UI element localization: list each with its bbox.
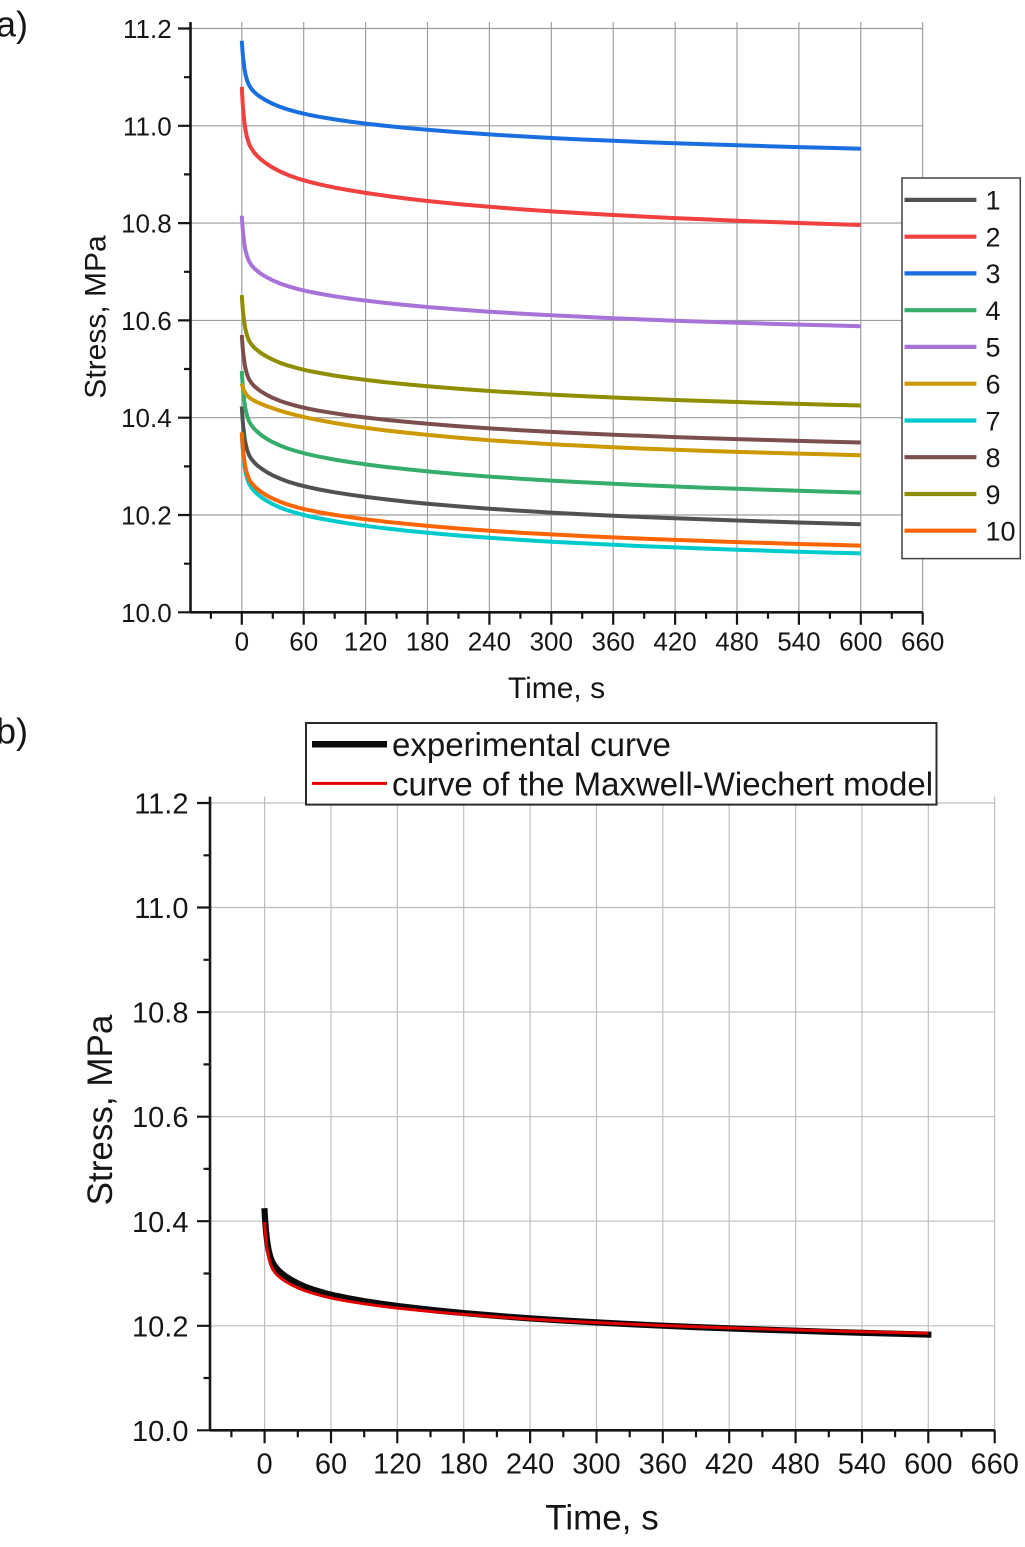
svg-text:a): a) — [0, 4, 28, 45]
svg-text:11.2: 11.2 — [134, 789, 188, 821]
svg-text:10.4: 10.4 — [121, 403, 172, 433]
svg-text:10.2: 10.2 — [132, 1311, 188, 1343]
svg-text:600: 600 — [839, 627, 882, 657]
svg-text:Stress, MPa: Stress, MPa — [80, 235, 113, 399]
svg-text:540: 540 — [777, 627, 820, 657]
svg-text:0: 0 — [257, 1449, 273, 1481]
svg-text:10.8: 10.8 — [121, 209, 172, 239]
svg-text:420: 420 — [653, 627, 696, 657]
svg-text:9: 9 — [986, 480, 1001, 510]
svg-text:Time, s: Time, s — [508, 672, 605, 705]
svg-text:Time, s: Time, s — [545, 1499, 658, 1538]
svg-text:11.0: 11.0 — [134, 893, 188, 925]
svg-text:6: 6 — [986, 370, 1001, 400]
svg-text:540: 540 — [838, 1449, 886, 1481]
svg-text:300: 300 — [572, 1449, 620, 1481]
svg-text:10.0: 10.0 — [132, 1416, 188, 1448]
svg-text:10.2: 10.2 — [121, 501, 172, 531]
svg-text:Stress, MPa: Stress, MPa — [81, 1014, 120, 1205]
svg-text:60: 60 — [315, 1449, 347, 1481]
svg-text:0: 0 — [235, 627, 249, 657]
svg-text:120: 120 — [373, 1449, 421, 1481]
svg-text:11.2: 11.2 — [123, 14, 172, 44]
svg-text:480: 480 — [715, 627, 758, 657]
svg-text:360: 360 — [639, 1449, 687, 1481]
svg-text:10.6: 10.6 — [132, 1102, 188, 1134]
svg-text:curve of the Maxwell-Wiechert: curve of the Maxwell-Wiechert model — [392, 765, 933, 802]
svg-text:7: 7 — [986, 406, 1001, 436]
svg-text:240: 240 — [468, 627, 511, 657]
svg-text:660: 660 — [901, 627, 944, 657]
svg-text:8: 8 — [986, 443, 1001, 473]
svg-text:10: 10 — [986, 517, 1016, 547]
svg-text:1: 1 — [986, 186, 1001, 216]
svg-text:660: 660 — [971, 1449, 1019, 1481]
svg-text:5: 5 — [986, 333, 1001, 363]
svg-text:360: 360 — [592, 627, 635, 657]
svg-text:60: 60 — [289, 627, 318, 657]
svg-text:11.0: 11.0 — [123, 111, 172, 141]
svg-text:4: 4 — [986, 296, 1001, 326]
svg-text:180: 180 — [406, 627, 449, 657]
svg-text:120: 120 — [344, 627, 387, 657]
svg-text:2: 2 — [986, 223, 1001, 253]
svg-text:10.6: 10.6 — [121, 306, 172, 336]
svg-text:10.0: 10.0 — [121, 598, 172, 628]
svg-text:420: 420 — [705, 1449, 753, 1481]
svg-text:300: 300 — [530, 627, 573, 657]
svg-text:10.8: 10.8 — [132, 998, 188, 1030]
svg-text:480: 480 — [771, 1449, 819, 1481]
svg-text:240: 240 — [506, 1449, 554, 1481]
svg-text:10.4: 10.4 — [132, 1207, 188, 1239]
svg-text:600: 600 — [904, 1449, 952, 1481]
svg-text:b): b) — [0, 711, 28, 752]
svg-text:3: 3 — [986, 259, 1001, 289]
svg-text:experimental curve: experimental curve — [392, 726, 671, 763]
svg-text:180: 180 — [440, 1449, 488, 1481]
